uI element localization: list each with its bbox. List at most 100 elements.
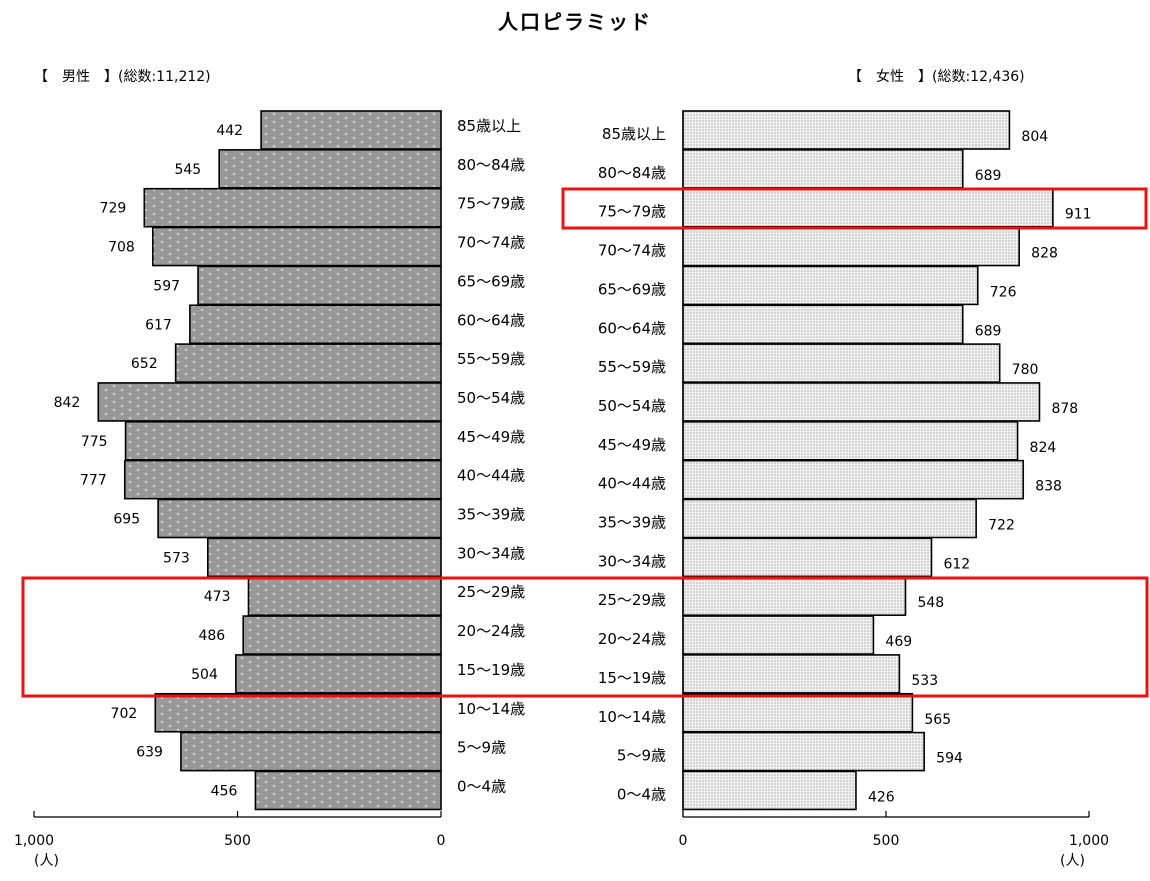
male-value-label: 597 xyxy=(153,278,180,294)
age-label-female-side: 20～24歳 xyxy=(598,630,666,648)
male-bars xyxy=(97,110,442,811)
male-value-label: 708 xyxy=(108,240,135,256)
age-label-female-side: 50～54歳 xyxy=(598,397,666,415)
female-bar xyxy=(682,770,857,811)
female-bar xyxy=(682,459,1025,500)
male-value-label: 473 xyxy=(204,589,231,605)
age-label-female-side: 35～39歳 xyxy=(598,514,666,532)
female-bar xyxy=(682,265,979,306)
age-label-male-side: 40～44歳 xyxy=(457,467,525,485)
age-label-female-side: 40～44歳 xyxy=(598,475,666,493)
age-label-male-side: 30～34歳 xyxy=(457,544,525,562)
age-label-female-side: 80～84歳 xyxy=(598,164,666,182)
age-label-female-side: 60～64歳 xyxy=(598,319,666,337)
chart-title: 人口ピラミッド xyxy=(498,10,652,34)
male-value-label: 545 xyxy=(174,162,201,178)
male-axis-tick-label: 500 xyxy=(224,833,251,849)
highlight-boxes xyxy=(21,187,1149,698)
male-bar xyxy=(206,537,442,578)
female-value-label: 722 xyxy=(988,518,1015,534)
male-value-label: 639 xyxy=(136,745,163,761)
male-bar xyxy=(235,654,442,694)
female-value-label: 533 xyxy=(911,673,938,689)
male-bar xyxy=(143,187,442,228)
age-label-male-side: 70～74歳 xyxy=(457,234,525,252)
male-value-label: 702 xyxy=(111,706,138,722)
male-value-label: 729 xyxy=(100,201,127,217)
male-value-labels: 442 545 729 708 597 617 652 842 775 777 695 573 473 4… xyxy=(54,123,244,799)
male-value-label: 486 xyxy=(198,628,225,644)
male-total-label: 【 男性 】(総数:11,212) xyxy=(34,69,211,85)
female-bar xyxy=(682,731,925,772)
age-label-female-side: 85歳以上 xyxy=(602,125,666,143)
age-label-female-side: 75～79歳 xyxy=(598,203,666,221)
female-bars xyxy=(682,110,1054,811)
female-value-label: 594 xyxy=(936,751,963,767)
female-value-label: 689 xyxy=(975,323,1002,339)
female-value-label: 838 xyxy=(1035,479,1062,495)
female-value-label: 548 xyxy=(917,595,944,611)
female-axis-tick-label: 500 xyxy=(873,833,900,849)
male-bar xyxy=(247,576,442,617)
male-bar xyxy=(157,498,442,539)
female-unit-label: (人) xyxy=(1060,853,1085,869)
age-label-female-side: 70～74歳 xyxy=(598,242,666,260)
male-bar xyxy=(180,731,442,772)
female-bar xyxy=(682,304,964,345)
male-value-label: 442 xyxy=(216,123,243,139)
age-label-female-side: 55～59歳 xyxy=(598,358,666,376)
male-bar xyxy=(189,304,442,345)
age-label-female-side: 10～14歳 xyxy=(598,708,666,726)
male-bar xyxy=(260,110,442,150)
age-label-male-side: 50～54歳 xyxy=(457,389,525,407)
female-value-label: 804 xyxy=(1021,129,1048,145)
male-value-label: 573 xyxy=(163,550,190,566)
female-bar xyxy=(682,654,901,694)
female-value-label: 565 xyxy=(924,712,951,728)
male-value-label: 504 xyxy=(191,667,218,683)
male-value-label: 777 xyxy=(80,473,107,489)
male-value-label: 842 xyxy=(54,395,81,411)
male-bar xyxy=(97,382,442,422)
male-bar xyxy=(152,226,442,267)
age-label-male-side: 60～64歳 xyxy=(457,311,525,329)
female-value-label: 469 xyxy=(885,634,912,650)
female-bar xyxy=(682,420,1019,461)
axes: 0 0 500 500 1,000 1,000 xyxy=(14,111,1109,849)
male-value-label: 456 xyxy=(211,783,238,799)
female-bar xyxy=(682,382,1041,422)
male-bar xyxy=(174,343,442,383)
female-value-label: 780 xyxy=(1012,362,1039,378)
age-label-female-side: 25～29歳 xyxy=(598,591,666,609)
age-label-female-side: 45～49歳 xyxy=(598,436,666,454)
age-label-male-side: 75～79歳 xyxy=(457,195,525,213)
female-total-label: 【 女性 】(総数:12,436) xyxy=(848,69,1025,85)
female-bar xyxy=(682,576,907,617)
male-bar xyxy=(218,149,442,189)
female-value-label: 612 xyxy=(943,556,970,572)
male-value-label: 617 xyxy=(145,317,172,333)
male-bar xyxy=(197,265,442,306)
age-label-female-side: 30～34歳 xyxy=(598,552,666,570)
female-value-label: 726 xyxy=(990,284,1017,300)
age-label-male-side: 25～29歳 xyxy=(457,583,525,601)
category-labels: 85歳以上 85歳以上 80～84歳 80～84歳 75～79歳 75～79歳 70～74歳… xyxy=(457,117,666,803)
male-value-label: 775 xyxy=(81,434,108,450)
male-axis-tick-label: 1,000 xyxy=(14,833,54,849)
female-bar xyxy=(682,615,875,655)
female-value-label: 426 xyxy=(868,789,895,805)
female-axis-tick-label: 1,000 xyxy=(1069,833,1109,849)
female-value-label: 689 xyxy=(975,168,1002,184)
age-label-female-side: 65～69歳 xyxy=(598,280,666,298)
age-label-male-side: 15～19歳 xyxy=(457,661,525,679)
male-axis-tick-label: 0 xyxy=(437,833,446,849)
female-bar xyxy=(682,537,933,578)
highlight-box-75-79 xyxy=(561,187,1148,230)
female-value-labels: 804 689 911 828 726 689 780 878 824 838 722 612 548 4… xyxy=(868,129,1092,805)
male-bar xyxy=(123,459,442,500)
female-bar xyxy=(682,149,964,189)
age-label-male-side: 35～39歳 xyxy=(457,506,525,524)
female-value-label: 911 xyxy=(1065,207,1092,223)
female-value-label: 824 xyxy=(1030,440,1057,456)
